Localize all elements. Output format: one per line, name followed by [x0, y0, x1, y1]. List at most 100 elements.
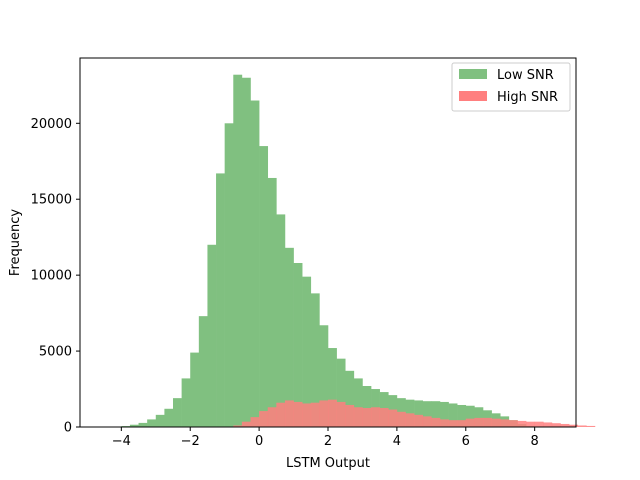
- high-snr-bar: [543, 422, 553, 427]
- y-tick-label: 5000: [39, 345, 72, 360]
- x-tick-label: −2: [181, 434, 200, 449]
- high-snr-bar: [276, 402, 286, 427]
- y-tick-label: 20000: [31, 117, 72, 132]
- y-tick-label: 10000: [31, 269, 72, 284]
- low-snr-bar: [181, 378, 191, 427]
- low-snr-bar: [241, 77, 251, 428]
- y-tick-label: 15000: [31, 193, 72, 208]
- high-snr-bar: [233, 425, 243, 427]
- high-snr-bar: [302, 403, 312, 427]
- low-snr-bar: [198, 316, 208, 427]
- x-axis-ticks: −4 −2 0 2 4 6 8: [112, 427, 539, 449]
- high-snr-bar: [465, 418, 475, 427]
- high-snr-bar: [414, 414, 424, 427]
- high-snr-bar: [345, 404, 355, 427]
- low-snr-bar: [190, 352, 200, 427]
- high-snr-bar: [284, 400, 294, 427]
- low-snr-bar: [422, 401, 432, 427]
- low-snr-bar: [129, 424, 139, 427]
- low-snr-bar: [448, 403, 458, 427]
- low-snr-bar: [431, 401, 441, 427]
- high-snr-bar: [474, 417, 484, 427]
- high-snr-bar: [457, 420, 467, 427]
- high-snr-bar: [577, 425, 587, 427]
- high-snr-bar: [560, 423, 570, 427]
- low-snr-bar: [259, 146, 269, 427]
- high-snr-bars: [216, 399, 596, 427]
- low-snr-bar: [284, 247, 294, 427]
- low-snr-bar: [474, 407, 484, 427]
- high-snr-bar: [500, 419, 510, 427]
- low-snr-bar: [414, 400, 424, 427]
- low-snr-bar: [319, 325, 329, 427]
- high-snr-bar: [293, 401, 303, 427]
- legend-swatch-high-snr: [459, 91, 487, 101]
- high-snr-bar: [483, 417, 492, 427]
- high-snr-bar: [422, 416, 432, 427]
- high-snr-bar: [353, 407, 363, 427]
- high-snr-bar: [526, 421, 535, 427]
- high-snr-bar: [259, 411, 269, 427]
- high-snr-bar: [371, 407, 380, 427]
- legend-label-high-snr: High SNR: [497, 90, 558, 105]
- high-snr-bar: [431, 417, 441, 427]
- low-snr-bar: [276, 214, 286, 427]
- high-snr-bar: [448, 420, 458, 427]
- high-snr-bar: [336, 401, 346, 427]
- high-snr-bar: [551, 423, 561, 427]
- low-snr-bar: [164, 408, 174, 427]
- high-snr-bar: [396, 411, 406, 427]
- low-snr-bar: [224, 123, 234, 427]
- x-axis-label: LSTM Output: [286, 456, 370, 471]
- legend: Low SNR High SNR: [451, 62, 571, 112]
- x-tick-label: 8: [531, 434, 539, 449]
- low-snr-bar: [138, 422, 148, 427]
- x-tick-label: 6: [462, 434, 470, 449]
- legend-swatch-low-snr: [459, 69, 487, 79]
- high-snr-bar: [405, 413, 415, 427]
- x-tick-label: 0: [255, 434, 263, 449]
- low-snr-bar: [457, 404, 467, 427]
- high-snr-bar: [508, 420, 518, 427]
- low-snr-bar: [267, 177, 277, 427]
- low-snr-bar: [310, 293, 320, 427]
- low-snr-bar: [216, 173, 225, 427]
- high-snr-bar: [241, 421, 251, 427]
- high-snr-bar: [439, 419, 449, 427]
- high-snr-bar: [517, 420, 527, 427]
- x-tick-label: 2: [324, 434, 332, 449]
- low-snr-bar: [336, 358, 346, 427]
- low-snr-bar: [147, 419, 157, 427]
- low-snr-bar: [362, 386, 372, 427]
- y-tick-label: 0: [64, 421, 72, 436]
- y-axis-ticks: 0 5000 10000 15000 20000: [31, 117, 80, 436]
- high-snr-bar: [569, 424, 579, 427]
- x-tick-label: 4: [393, 434, 401, 449]
- high-snr-bar: [310, 402, 320, 427]
- low-snr-bar: [293, 263, 303, 427]
- high-snr-bar: [328, 399, 337, 427]
- high-snr-bar: [250, 417, 260, 427]
- low-snr-bar: [345, 370, 355, 427]
- high-snr-bar: [491, 418, 501, 427]
- low-snr-bars: [112, 74, 535, 428]
- x-tick-label: −4: [112, 434, 131, 449]
- low-snr-bar: [250, 100, 260, 427]
- low-snr-bar: [173, 398, 182, 427]
- low-snr-bar: [233, 74, 243, 427]
- high-snr-bar: [267, 407, 277, 427]
- low-snr-bar: [405, 399, 415, 427]
- high-snr-bar: [534, 421, 544, 427]
- y-axis-label: Frequency: [8, 209, 23, 276]
- low-snr-bar: [439, 401, 449, 427]
- low-snr-bar: [302, 276, 312, 427]
- low-snr-bar: [328, 348, 337, 427]
- legend-label-low-snr: Low SNR: [497, 68, 554, 83]
- high-snr-bar: [379, 408, 389, 427]
- low-snr-bar: [465, 405, 475, 427]
- high-snr-bar: [388, 409, 398, 427]
- low-snr-bar: [155, 414, 165, 427]
- low-snr-bar: [353, 378, 363, 427]
- high-snr-bar: [586, 425, 596, 427]
